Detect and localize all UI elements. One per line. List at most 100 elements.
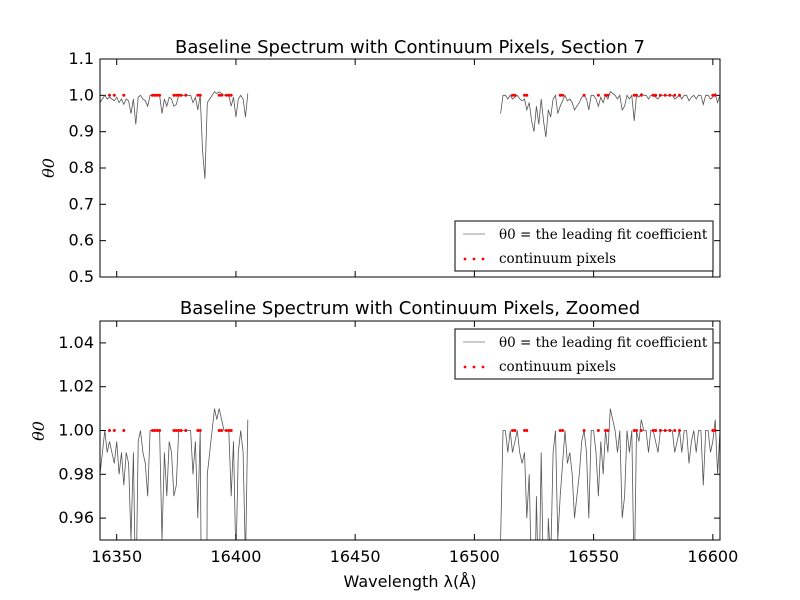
top-ytick-label-2: 0.9: [69, 122, 94, 141]
top-continuum-point-1: [112, 93, 116, 97]
top-ytick-label-6: 0.5: [69, 267, 94, 286]
bottom-continuum-point-31: [639, 429, 643, 432]
bottom-legend-label-fit: θ0 = the leading fit coefficient: [499, 335, 708, 351]
top-continuum-point-39: [711, 93, 715, 97]
top-continuum-point-40: [713, 93, 717, 97]
top-continuum-point-14: [217, 93, 221, 97]
bottom-continuum-point-34: [658, 429, 662, 432]
bottom-continuum-point-7: [172, 429, 176, 432]
bottom-continuum-point-3: [151, 429, 154, 432]
top-ytick-label-4: 0.7: [69, 194, 94, 213]
bottom-continuum-point-33: [654, 429, 658, 432]
top-continuum-point-0: [108, 93, 111, 97]
top-legend-dot-3: [481, 257, 485, 261]
bottom-continuum-point-13: [198, 429, 202, 432]
top-continuum-point-17: [227, 93, 231, 97]
top-continuum-point-13: [198, 93, 202, 97]
top-continuum-point-37: [673, 93, 677, 97]
bottom-continuum-point-21: [523, 429, 526, 432]
bottom-ytick-label-2: 1.00: [58, 421, 94, 440]
top-continuum-point-27: [604, 93, 607, 97]
bottom-continuum-point-9: [177, 429, 181, 432]
top-continuum-point-4: [153, 93, 157, 97]
top-continuum-point-35: [663, 93, 667, 97]
bottom-legend-dot-3: [481, 365, 485, 369]
bottom-plot-frame: [99, 320, 721, 541]
top-spectrum-segment-1: [500, 91, 720, 138]
top-continuum-point-23: [558, 93, 562, 97]
bottom-ytick-label-3: 0.98: [58, 464, 94, 483]
top-legend-dot-2: [472, 257, 476, 261]
top-continuum-point-10: [179, 93, 183, 97]
top-continuum-point-32: [651, 93, 655, 97]
bottom-continuum-point-39: [711, 429, 715, 432]
bottom-continuum-point-1: [112, 429, 116, 432]
top-legend: θ0 = the leading fit coefficient continu…: [454, 220, 714, 272]
bottom-ytick-label-0: 1.04: [58, 333, 94, 352]
bottom-continuum-point-18: [229, 429, 233, 432]
top-continuum-point-8: [174, 93, 178, 97]
top-continuum-point-22: [525, 93, 529, 97]
top-continuum-point-15: [220, 93, 224, 97]
top-continuum-point-18: [229, 93, 233, 97]
top-continuum-point-30: [635, 93, 638, 97]
bottom-xtick-label-4: 16550: [568, 547, 619, 566]
bottom-y-ticks: 1.04 1.02 1.00 0.98 0.96: [58, 333, 720, 527]
top-continuum-point-34: [658, 93, 662, 97]
top-continuum-point-12: [196, 93, 200, 97]
bottom-continuum-point-40: [713, 429, 717, 432]
bottom-legend-dot-2: [472, 365, 476, 369]
bottom-continuum-point-35: [663, 429, 667, 432]
bottom-xtick-label-0: 16350: [91, 547, 142, 566]
bottom-legend: θ0 = the leading fit coefficient continu…: [454, 328, 714, 380]
top-continuum-point-2: [122, 93, 126, 97]
top-continuum-dots: [108, 93, 717, 97]
top-continuum-point-3: [151, 93, 154, 97]
bottom-x-ticks: 16350 16400 16450 16500 16550 16600: [91, 321, 738, 566]
top-continuum-point-6: [158, 93, 162, 97]
bottom-spectrum-segment-0: [100, 408, 249, 540]
bottom-continuum-point-0: [108, 429, 111, 432]
x-axis-label: Wavelength λ(Å): [344, 572, 477, 591]
top-continuum-point-26: [596, 93, 600, 97]
top-continuum-point-24: [561, 93, 565, 97]
bottom-legend-box: [454, 328, 714, 380]
top-panel: Baseline Spectrum with Continuum Pixels,…: [39, 37, 721, 286]
bottom-xtick-label-5: 16600: [687, 547, 738, 566]
top-spectrum-segment-0: [100, 91, 249, 179]
bottom-continuum-point-2: [122, 429, 126, 432]
bottom-continuum-point-23: [558, 429, 562, 432]
top-chart-title: Baseline Spectrum with Continuum Pixels,…: [175, 37, 645, 58]
bottom-continuum-point-22: [525, 429, 529, 432]
top-continuum-point-33: [654, 93, 658, 97]
top-continuum-point-25: [582, 93, 586, 97]
bottom-legend-label-continuum: continuum pixels: [499, 359, 616, 375]
bottom-continuum-point-16: [224, 429, 228, 432]
bottom-continuum-point-4: [153, 429, 157, 432]
top-x-ticks: [116, 59, 714, 277]
bottom-y-axis-label: θ0: [29, 421, 48, 441]
bottom-xtick-label-2: 16450: [330, 547, 381, 566]
top-continuum-point-9: [177, 93, 181, 97]
top-continuum-point-19: [511, 93, 514, 97]
top-continuum-point-5: [155, 93, 159, 97]
top-continuum-point-21: [523, 93, 526, 97]
bottom-continuum-point-38: [678, 429, 681, 432]
bottom-continuum-point-17: [227, 429, 231, 432]
bottom-continuum-dots: [108, 429, 717, 432]
bottom-continuum-point-8: [174, 429, 178, 432]
bottom-continuum-point-24: [561, 429, 565, 432]
top-continuum-point-20: [513, 93, 517, 97]
bottom-continuum-point-10: [179, 429, 183, 432]
top-plot-frame: [99, 58, 721, 278]
top-continuum-point-31: [639, 93, 643, 97]
bottom-continuum-point-15: [220, 429, 224, 432]
top-ytick-label-1: 1.0: [69, 85, 94, 104]
bottom-continuum-point-28: [606, 429, 610, 432]
top-continuum-point-38: [678, 93, 681, 97]
bottom-ytick-label-1: 1.02: [58, 377, 94, 396]
bottom-continuum-point-14: [217, 429, 221, 432]
top-ytick-label-5: 0.6: [69, 231, 94, 250]
top-continuum-point-36: [668, 93, 672, 97]
